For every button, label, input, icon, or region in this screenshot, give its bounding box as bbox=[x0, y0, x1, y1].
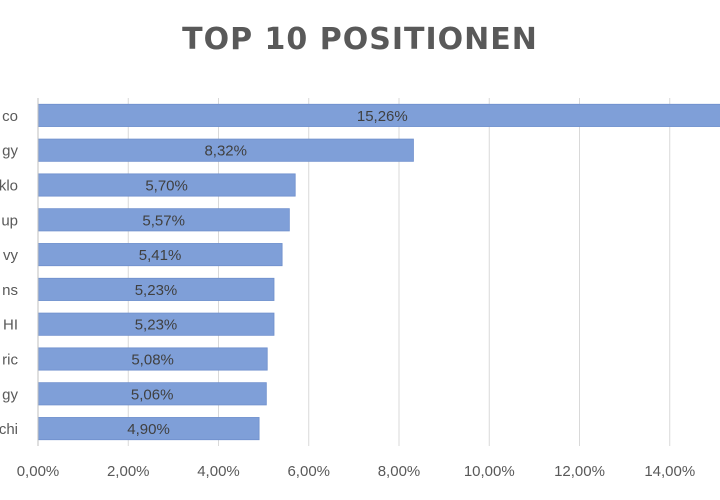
data-label: 15,26% bbox=[357, 108, 408, 125]
x-tick-label: 2,00% bbox=[107, 463, 150, 480]
category-label: klo bbox=[0, 178, 18, 195]
x-tick-label: 8,00% bbox=[378, 463, 421, 480]
data-label: 5,57% bbox=[142, 212, 185, 229]
data-label: 5,06% bbox=[131, 386, 174, 403]
category-label: co bbox=[2, 108, 18, 125]
category-label: ns bbox=[2, 282, 18, 299]
data-label: 8,32% bbox=[204, 143, 247, 160]
category-label: vy bbox=[3, 247, 19, 264]
x-tick-label: 0,00% bbox=[17, 463, 60, 480]
x-tick-label: 10,00% bbox=[464, 463, 515, 480]
category-label: up bbox=[1, 212, 18, 229]
category-label: gy bbox=[2, 143, 18, 160]
x-tick-label: 4,00% bbox=[197, 463, 240, 480]
chart-title: TOP 10 POSITIONEN bbox=[182, 22, 538, 57]
labels: 0,00% 2,00% 4,00% 6,00% 8,00% 10,00% 12,00% 14,… bbox=[0, 108, 695, 480]
category-label: chi bbox=[0, 421, 18, 438]
data-label: 5,70% bbox=[145, 178, 188, 195]
data-label: 5,23% bbox=[135, 282, 178, 299]
category-label: HI bbox=[3, 317, 18, 334]
data-label: 5,08% bbox=[131, 352, 174, 369]
data-label: 5,41% bbox=[139, 247, 182, 264]
data-label: 4,90% bbox=[127, 421, 170, 438]
category-label: ric bbox=[2, 352, 18, 369]
data-label: 5,23% bbox=[135, 317, 178, 334]
bars bbox=[37, 103, 720, 441]
x-tick-label: 14,00% bbox=[644, 463, 695, 480]
category-label: gy bbox=[2, 386, 18, 403]
x-tick-label: 6,00% bbox=[287, 463, 330, 480]
x-tick-label: 12,00% bbox=[554, 463, 605, 480]
